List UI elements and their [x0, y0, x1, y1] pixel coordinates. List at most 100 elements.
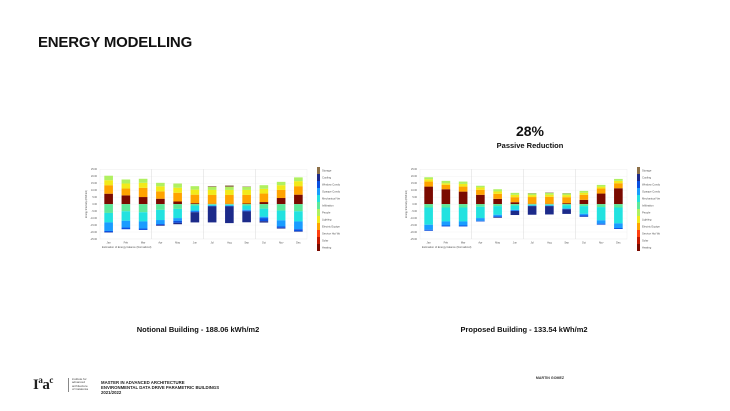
x-tick-label: Jul	[530, 241, 534, 245]
bar-segment-opaque-conduction	[493, 214, 502, 217]
legend-label: Heating	[322, 246, 332, 250]
bar-segment-mechanical-ventilation	[259, 208, 269, 217]
bar-segment-window-conduction	[190, 211, 200, 213]
bar-segment-cooling	[259, 221, 269, 223]
bar-segment-lighting	[614, 180, 623, 184]
bar-segment-people	[242, 186, 251, 190]
bar-segment-people	[596, 184, 606, 187]
bar-segment-heating	[259, 202, 269, 205]
legend-label: Service Hot Water	[322, 232, 340, 236]
bar-segment-electric-equipment	[596, 188, 606, 194]
bar-segment-cooling	[545, 206, 554, 215]
bar-segment-heating	[156, 198, 165, 205]
bar-segment-window-conduction	[458, 225, 468, 227]
bar-segment-opaque-conduction	[596, 220, 606, 224]
bar-segment-people	[294, 177, 303, 182]
bar-segment-opaque-conduction	[190, 210, 200, 212]
legend-swatch	[317, 167, 320, 174]
bar-segment-infiltration	[173, 204, 182, 209]
bar-segment-infiltration	[424, 204, 433, 208]
bar-segment-mechanical-ventilation	[190, 205, 200, 211]
bar-segment-lighting	[294, 181, 303, 187]
legend-swatch	[317, 223, 320, 230]
legend-label: Lighting	[642, 218, 652, 222]
bar-segment-people	[259, 185, 269, 189]
bar-segment-infiltration	[596, 204, 606, 208]
legend-swatch	[637, 181, 640, 188]
bar-segment-people	[614, 178, 623, 181]
bar-segment-lighting	[276, 185, 286, 190]
x-tick-label: Nov	[599, 241, 604, 245]
bar-segment-people	[138, 178, 148, 183]
bar-segment-infiltration	[476, 204, 485, 207]
bar-segment-people	[441, 180, 451, 184]
y-tick-label: 10.00	[91, 189, 98, 192]
bar-segment-lighting	[138, 182, 148, 188]
y-tick-label: -5.00	[92, 210, 98, 213]
legend-swatch	[637, 209, 640, 216]
bar-segment-electric-equipment	[424, 181, 433, 187]
bar-segment-cooling	[190, 212, 200, 223]
bar-segment-people	[276, 181, 286, 186]
legend-swatch	[317, 188, 320, 195]
bar-segment-people	[527, 193, 537, 196]
bar-segment-lighting	[510, 194, 520, 198]
bar-segment-opaque-conduction	[579, 213, 589, 216]
bar-segment-people	[225, 186, 234, 190]
bar-segment-lighting	[424, 179, 433, 182]
bar-segment-heating	[121, 195, 131, 205]
bar-segment-infiltration	[294, 204, 303, 212]
bar-segment-electric-equipment	[121, 188, 131, 196]
bar-segment-people	[207, 186, 217, 190]
bar-segment-mechanical-ventilation	[207, 204, 217, 206]
bar-segment-opaque-conduction	[156, 220, 165, 225]
bar-segment-heating	[596, 193, 606, 205]
legend-label: Storage	[322, 169, 332, 173]
bar-segment-electric-equipment	[527, 197, 537, 204]
legend-label: Window Conduction	[322, 183, 340, 187]
bar-segment-cooling	[527, 206, 537, 215]
bar-segment-lighting	[458, 183, 468, 187]
bar-segment-cooling	[276, 227, 286, 229]
y-tick-label: 20.00	[91, 175, 98, 178]
bar-segment-electric-equipment	[441, 184, 451, 190]
bar-segment-cooling	[562, 209, 571, 214]
bar-segment-window-conduction	[173, 220, 182, 223]
bar-segment-mechanical-ventilation	[493, 206, 502, 215]
legend-label: Service Hot Water	[642, 232, 660, 236]
x-axis-title: Estimation of Energy balance (Normalized…	[102, 245, 151, 249]
bar-segment-infiltration	[190, 204, 200, 206]
bar-segment-opaque-conduction	[104, 222, 113, 231]
bar-segment-people	[173, 183, 182, 188]
legend-label: Solar	[322, 239, 328, 243]
course-line: 2021/2022	[101, 390, 122, 395]
y-tick-label: 25.00	[91, 168, 98, 171]
x-tick-label: Sep	[244, 241, 249, 245]
reduction-value: 28%	[515, 123, 545, 139]
legend-label: Opaque Conduction	[642, 190, 660, 194]
bar-segment-storage	[225, 185, 234, 187]
bar-segment-mechanical-ventilation	[562, 205, 571, 209]
bar-segment-electric-equipment	[173, 192, 182, 202]
bar-segment-mechanical-ventilation	[424, 207, 433, 225]
bar-segment-window-conduction	[476, 220, 485, 222]
legend-label: Lighting	[322, 218, 332, 222]
proposed-energy-chart: 25.00 20.00 15.00 10.00 5.00 0.00 -5.00 -10.00 -…	[405, 167, 660, 251]
bar-segment-window-conduction	[259, 218, 269, 222]
legend-label: Infiltration	[322, 204, 334, 208]
institute-name: institute for advanced architecture of C…	[68, 377, 96, 392]
bar-segment-electric-equipment	[614, 183, 623, 189]
legend-label: Cooling	[642, 176, 652, 180]
bar-segment-heating	[441, 189, 451, 205]
bar-segment-window-conduction	[294, 229, 303, 232]
bar-segment-infiltration	[458, 204, 468, 208]
bar-segment-lighting	[545, 194, 554, 197]
y-tick-label: -25.00	[90, 238, 97, 241]
legend-label: Cooling	[322, 176, 332, 180]
bar-segment-mechanical-ventilation	[225, 204, 234, 206]
bar-segment-people	[424, 177, 433, 180]
y-tick-label: 5.00	[412, 196, 417, 199]
bar-segment-cooling	[207, 206, 217, 223]
bar-segment-people	[156, 182, 165, 187]
